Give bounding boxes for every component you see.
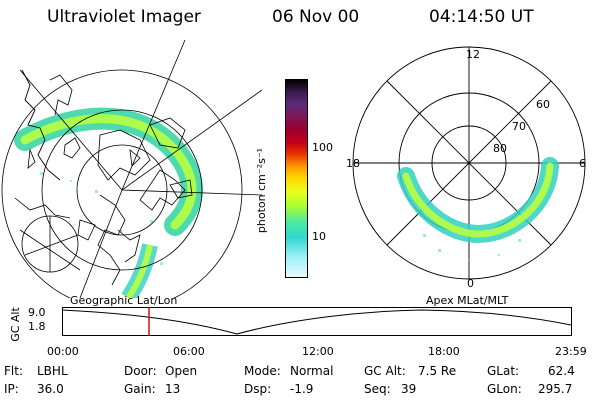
altitude-xtick-2359: 23:59: [555, 345, 587, 358]
ip-label: IP:: [4, 382, 19, 396]
glat-value: 62.4: [548, 364, 575, 378]
door-value: Open: [165, 364, 198, 378]
flt-label: Flt:: [4, 364, 23, 378]
gain-label: Gain:: [124, 382, 156, 396]
door-label: Door:: [124, 364, 157, 378]
colorbar-label: photon cm⁻²s⁻¹: [255, 147, 269, 234]
colorbar: [285, 79, 308, 278]
geographic-map: [1, 39, 262, 298]
lat-label-80: 80: [493, 142, 507, 155]
mlt-label-12: 12: [466, 48, 480, 61]
time-label: 04:14:50 UT: [429, 7, 534, 27]
mlt-label-0: 0: [467, 277, 474, 290]
altitude-xtick-1800: 18:00: [428, 345, 460, 358]
altitude-xtick-1200: 12:00: [302, 345, 334, 358]
altitude-ylabel: GC Alt: [8, 307, 22, 342]
altitude-ytick-1.8: 1.8: [28, 320, 46, 333]
aurora-oval: [397, 157, 559, 244]
dsp-value: -1.9: [290, 382, 314, 396]
mode-label: Mode:: [244, 364, 281, 378]
glat-label: GLat:: [487, 364, 520, 378]
mode-value: Normal: [290, 364, 334, 378]
altitude-ytick-9: 9.0: [28, 306, 46, 319]
ip-value: 36.0: [37, 382, 64, 396]
colorbar-tick-10: 10: [312, 230, 326, 243]
lat-label-60: 60: [536, 98, 550, 111]
polar-mlt-plot: [352, 46, 586, 280]
gain-value: 13: [165, 382, 181, 396]
seq-label: Seq:: [364, 382, 391, 396]
date-label: 06 Nov 00: [272, 7, 360, 27]
gcalt-label: GC Alt:: [364, 364, 406, 378]
geo-panel-label: Geographic Lat/Lon: [70, 294, 178, 307]
colorbar-tick-100: 100: [312, 141, 333, 154]
glon-label: GLon:: [487, 382, 522, 396]
dsp-label: Dsp:: [244, 382, 272, 396]
gcalt-value: 7.5 Re: [418, 364, 457, 378]
lat-label-70: 70: [512, 120, 526, 133]
altitude-plot: [61, 307, 572, 336]
app-title: Ultraviolet Imager: [47, 7, 201, 27]
mlt-label-6: 6: [579, 157, 586, 170]
flt-value: LBHL: [37, 364, 68, 378]
glon-value: 295.7: [538, 382, 573, 396]
apex-panel-label: Apex MLat/MLT: [426, 294, 509, 307]
mlt-label-18: 18: [346, 157, 360, 170]
seq-value: 39: [401, 382, 417, 396]
altitude-xtick-0600: 06:00: [173, 345, 205, 358]
altitude-xtick-0000: 00:00: [47, 345, 79, 358]
